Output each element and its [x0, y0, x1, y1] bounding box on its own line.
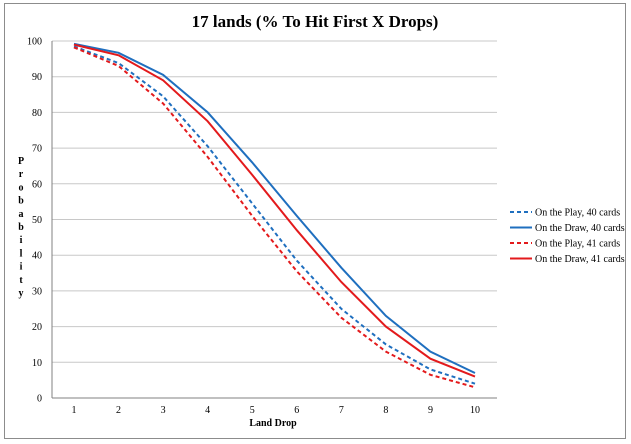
x-tick-label: 9	[428, 405, 433, 416]
x-tick-label: 4	[205, 405, 210, 416]
y-tick-label: 30	[32, 286, 42, 297]
series-line	[73, 42, 476, 374]
gridlines	[51, 40, 497, 399]
y-tick-labels: 0 10 20 30 40 50 60 70 80 90 100	[27, 37, 42, 405]
y-axis-title-char: b	[18, 222, 24, 233]
y-tick-label: 70	[32, 144, 42, 155]
y-axis-title-char: l	[20, 248, 23, 259]
x-tick-label: 1	[72, 405, 77, 416]
y-axis-title-char: a	[19, 209, 24, 220]
x-tick-label: 2	[116, 405, 121, 416]
y-tick-label: 0	[37, 394, 42, 405]
y-axis-title-char: b	[18, 196, 24, 207]
x-tick-label: 6	[294, 405, 299, 416]
legend-label: On the Draw, 40 cards	[535, 223, 625, 234]
series-line	[73, 46, 476, 389]
x-tick-label: 5	[250, 405, 255, 416]
y-tick-label: 10	[32, 358, 42, 369]
legend-label: On the Play, 41 cards	[535, 239, 620, 250]
x-tick-label: 7	[339, 405, 344, 416]
series-line	[73, 45, 476, 385]
y-tick-label: 50	[32, 215, 42, 226]
y-tick-label: 100	[27, 37, 42, 48]
x-axis-title: Land Drop	[249, 418, 297, 429]
chart-frame	[4, 3, 626, 439]
series-lines	[73, 42, 476, 389]
legend-label: On the Draw, 41 cards	[535, 254, 625, 265]
x-tick-label: 8	[383, 405, 388, 416]
legend-label: On the Play, 40 cards	[535, 208, 620, 219]
x-tick-label: 10	[470, 405, 480, 416]
y-tick-label: 80	[32, 108, 42, 119]
y-tick-label: 40	[32, 251, 42, 262]
y-axis-title-char: i	[20, 262, 23, 273]
series-line	[73, 43, 476, 378]
y-tick-label: 60	[32, 179, 42, 190]
legend: On the Play, 40 cards On the Draw, 40 car…	[510, 208, 625, 265]
chart-title: 17 lands (% To Hit First X Drops)	[192, 12, 439, 31]
y-axis-title-char: t	[19, 275, 23, 286]
y-axis-title-char: o	[19, 182, 24, 193]
y-tick-label: 20	[32, 322, 42, 333]
x-tick-labels: 1 2 3 4 5 6 7 8 9 10	[72, 405, 481, 416]
y-axis-title-char: y	[19, 288, 24, 299]
x-tick-label: 3	[161, 405, 166, 416]
y-axis-title-char: i	[20, 235, 23, 246]
y-axis-title-char: P	[18, 156, 24, 167]
y-axis-title-char: r	[19, 169, 24, 180]
y-tick-label: 90	[32, 72, 42, 83]
